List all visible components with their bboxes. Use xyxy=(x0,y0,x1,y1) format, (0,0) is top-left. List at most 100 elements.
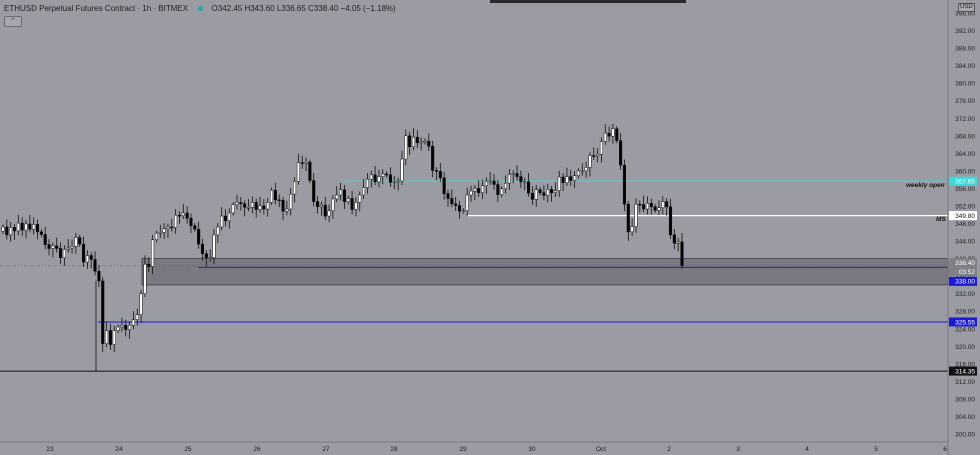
candle-up xyxy=(630,226,634,233)
candle-down xyxy=(415,136,419,144)
candle-down xyxy=(607,132,611,137)
candle-up xyxy=(227,212,231,222)
price-tag-label: 357.65 xyxy=(955,178,975,185)
y-tick-label: 316.00 xyxy=(955,361,975,368)
candle-up xyxy=(588,155,592,168)
price-tag-ms xyxy=(949,211,977,221)
candle-down xyxy=(653,206,657,211)
x-tick-label: 28 xyxy=(390,446,398,453)
candle-down xyxy=(170,226,174,229)
candle-down xyxy=(342,189,346,202)
candle-up xyxy=(296,162,300,182)
candle-down xyxy=(254,202,258,210)
candle-up xyxy=(327,210,331,217)
candle-up xyxy=(511,173,515,175)
candle-up xyxy=(143,264,147,294)
candle-up xyxy=(304,161,308,164)
candle-down xyxy=(515,173,519,177)
candle-up xyxy=(377,176,381,183)
candle-up xyxy=(358,194,362,203)
candle-up xyxy=(258,205,262,210)
candle-down xyxy=(672,234,676,244)
candle-down xyxy=(20,222,24,231)
candle-down xyxy=(177,214,182,217)
currency-badge[interactable]: USD xyxy=(958,3,975,12)
candle-up xyxy=(62,249,66,258)
y-tick-label: 388.00 xyxy=(955,46,975,53)
y-tick-label: 320.00 xyxy=(955,344,975,351)
candle-up xyxy=(269,189,274,203)
candle-down xyxy=(204,253,208,258)
price-tag-label: 349.80 xyxy=(955,213,975,220)
candle-down xyxy=(28,223,32,230)
price-tag-label: 325.55 xyxy=(955,319,975,326)
candle-up xyxy=(216,226,220,236)
candle-up xyxy=(461,210,465,213)
candle-up xyxy=(419,141,423,144)
candle-down xyxy=(569,176,573,181)
candle-down xyxy=(615,128,619,141)
candle-up xyxy=(16,222,20,232)
candle-down xyxy=(108,330,112,345)
candle-down xyxy=(530,192,534,200)
price-tag-countdown xyxy=(949,267,977,277)
candle-up xyxy=(661,201,665,208)
candle-up xyxy=(266,202,270,210)
candle-up xyxy=(488,180,492,183)
price-tag-last_price xyxy=(949,258,977,268)
candle-down xyxy=(97,271,101,282)
candle-down xyxy=(193,225,197,230)
candle-up xyxy=(553,190,557,194)
x-tick-label: 27 xyxy=(322,446,330,453)
candle-down xyxy=(43,234,47,245)
y-tick-label: 372.00 xyxy=(955,116,975,123)
price-tag-label: 314.35 xyxy=(955,368,975,375)
collapse-legend-button[interactable]: ⌃ xyxy=(4,16,22,27)
candle-up xyxy=(154,232,158,240)
candle-down xyxy=(58,248,63,258)
candle-up xyxy=(120,324,124,328)
y-tick-label: 304.00 xyxy=(955,414,975,421)
candle-up xyxy=(319,204,323,208)
candle-up xyxy=(220,215,224,228)
candle-up xyxy=(369,174,373,180)
candle-down xyxy=(350,198,354,210)
candle-down xyxy=(519,176,523,183)
candle-up xyxy=(339,189,343,196)
candle-up xyxy=(116,326,120,331)
candle-up xyxy=(573,175,577,181)
top-toolbar-strip xyxy=(490,0,686,3)
candle-down xyxy=(496,184,500,195)
x-tick-label: 6 xyxy=(943,446,947,453)
candle-up xyxy=(181,212,185,216)
candle-up xyxy=(565,176,569,183)
candle-down xyxy=(281,200,285,212)
x-tick-label: 2 xyxy=(667,446,671,453)
candle-up xyxy=(392,181,396,183)
candle-up xyxy=(473,188,477,192)
candle-down xyxy=(561,176,565,183)
candle-down xyxy=(492,180,496,185)
candle-up xyxy=(396,180,400,183)
x-tick-label: 25 xyxy=(184,446,192,453)
candle-up xyxy=(657,207,661,211)
candle-down xyxy=(39,231,43,235)
candle-down xyxy=(680,241,684,266)
y-tick-label: 392.00 xyxy=(955,28,975,35)
candle-down xyxy=(223,215,228,222)
candle-up xyxy=(546,189,550,196)
candle-down xyxy=(262,205,266,210)
x-tick-label: 23 xyxy=(46,446,54,453)
candle-down xyxy=(82,243,86,263)
y-tick-label: 396.00 xyxy=(955,11,975,18)
candle-down xyxy=(147,264,151,267)
y-tick-label: 300.00 xyxy=(955,432,975,439)
x-tick-label: 5 xyxy=(874,446,878,453)
y-tick-label: 356.00 xyxy=(955,186,975,193)
candle-up xyxy=(231,204,235,214)
x-tick-label: 3 xyxy=(736,446,740,453)
candle-up xyxy=(70,246,74,249)
candle-down xyxy=(200,243,205,255)
symbol-title[interactable]: ETHUSD Perpetual Futures Contract · 1h ·… xyxy=(4,4,189,13)
